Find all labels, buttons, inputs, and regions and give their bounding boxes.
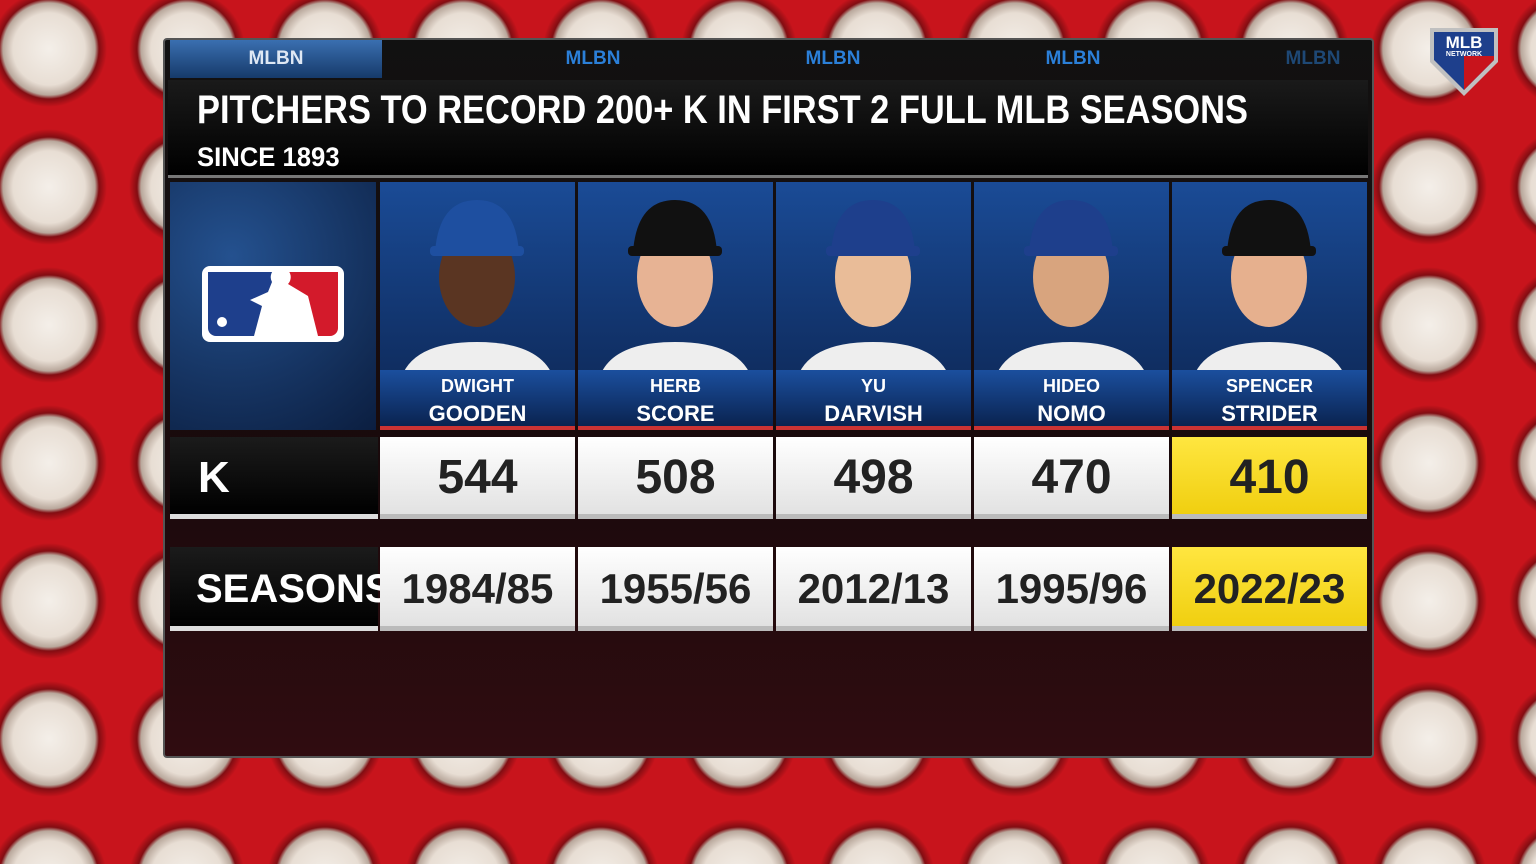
- league-logo: [202, 266, 344, 342]
- seasons: 2022/23: [1172, 547, 1367, 631]
- player-silhouette: [796, 200, 951, 382]
- first-name: HIDEO: [1042, 376, 1100, 396]
- logo-bottom: NETWORK: [1446, 51, 1482, 58]
- first-name: HERB: [649, 376, 701, 396]
- player-silhouette: [994, 200, 1149, 382]
- name-band: HIDEO NOMO: [974, 370, 1169, 430]
- seasons: 1984/85: [380, 547, 575, 631]
- network-tab: MLBN: [805, 48, 861, 69]
- name-band: SPENCER STRIDER: [1172, 370, 1367, 430]
- first-name: YU: [860, 376, 886, 396]
- title: PITCHERS TO RECORD 200+ K IN FIRST 2 FUL…: [197, 88, 1248, 132]
- network-tab: MLBN: [1045, 48, 1101, 69]
- network-tab: MLBN: [170, 40, 382, 78]
- row-label: SEASONS: [170, 547, 392, 631]
- seasons: 1955/56: [578, 547, 773, 631]
- player-photo: HIDEO NOMO: [974, 182, 1169, 430]
- name-band: DWIGHT GOODEN: [380, 370, 575, 430]
- name-band: YU DARVISH: [776, 370, 971, 430]
- name-band: HERB SCORE: [578, 370, 773, 430]
- network-logo: MLB NETWORK: [1430, 28, 1498, 96]
- network-tab: MLBN: [565, 48, 621, 69]
- league-logo-cell: [170, 182, 376, 430]
- player-photo: DWIGHT GOODEN: [380, 182, 575, 430]
- last-name: STRIDER: [1221, 401, 1318, 426]
- player-silhouette: [598, 200, 753, 382]
- player-photo: SPENCER STRIDER: [1172, 182, 1367, 430]
- player-silhouette: [400, 200, 555, 382]
- last-name: SCORE: [636, 401, 715, 426]
- network-tab: MLBN: [1285, 48, 1341, 69]
- last-name: GOODEN: [428, 401, 527, 426]
- first-name: SPENCER: [1225, 376, 1314, 396]
- strikeouts: 544: [380, 437, 575, 519]
- row-label: K: [170, 437, 378, 519]
- strikeouts: 470: [974, 437, 1169, 519]
- player-silhouette: [1192, 200, 1347, 382]
- strikeouts: 508: [578, 437, 773, 519]
- last-name: NOMO: [1037, 401, 1106, 426]
- last-name: DARVISH: [824, 401, 923, 426]
- logo-top: MLB: [1446, 33, 1483, 52]
- seasons: 1995/96: [974, 547, 1169, 631]
- strikeouts: 498: [776, 437, 971, 519]
- subtitle: SINCE 1893: [197, 142, 340, 172]
- title-bar: [168, 80, 1368, 178]
- player-photo: YU DARVISH: [776, 182, 971, 430]
- first-name: DWIGHT: [441, 376, 514, 396]
- player-photo: HERB SCORE: [578, 182, 773, 430]
- seasons: 2012/13: [776, 547, 971, 631]
- strikeouts: 410: [1172, 437, 1367, 519]
